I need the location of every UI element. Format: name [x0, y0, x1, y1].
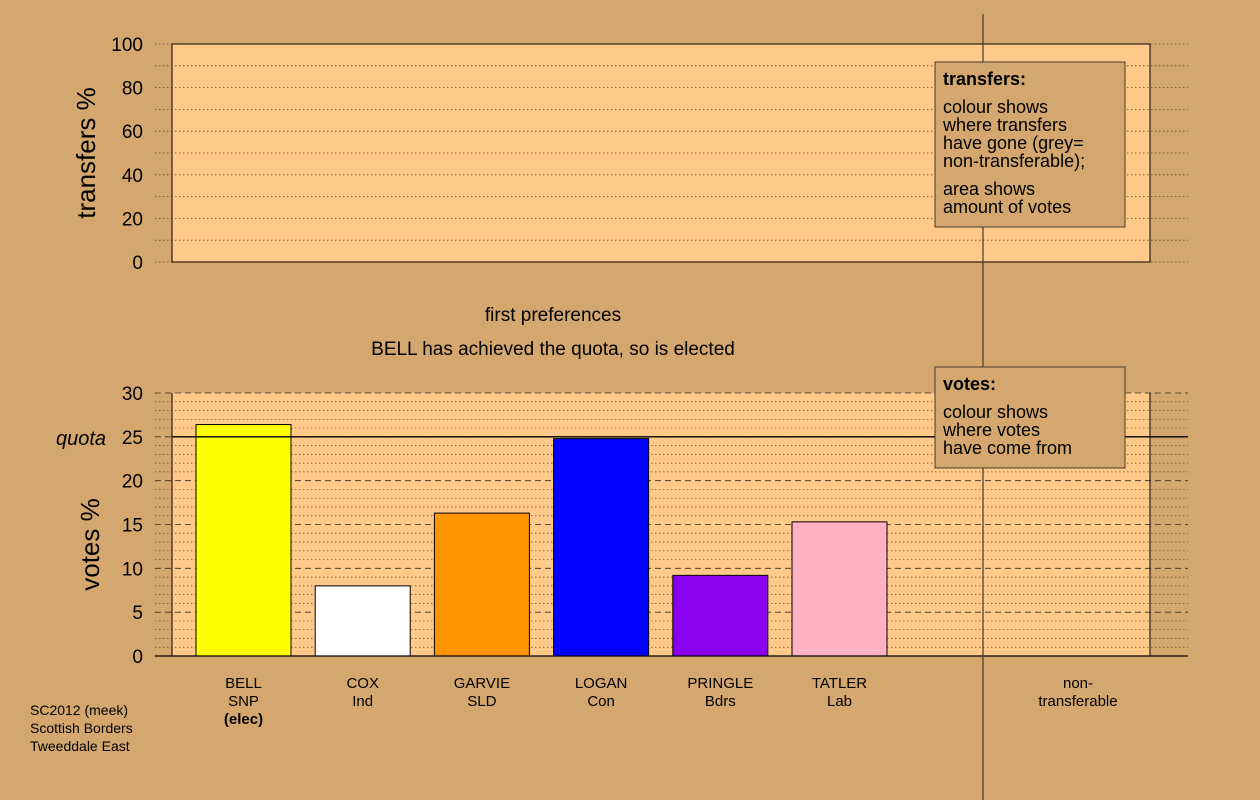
transfers-legend-line: where transfers	[942, 115, 1067, 135]
chart-subtitle: BELL has achieved the quota, so is elect…	[371, 339, 735, 360]
votes-legend-line: where votes	[942, 420, 1040, 440]
footer-caption: SC2012 (meek) Scottish Borders Tweeddale…	[30, 702, 133, 754]
transfers-legend-line: amount of votes	[943, 197, 1071, 217]
candidate-name-label: PRINGLE	[687, 675, 753, 692]
candidate-name-label: TATLER	[812, 675, 867, 692]
transfers-y-tick-label: 40	[122, 166, 143, 187]
votes-y-tick-label: 30	[122, 384, 143, 405]
bar-garvie	[433, 512, 530, 657]
quota-label: quota	[56, 428, 106, 450]
votes-y-tick-label: 5	[132, 603, 143, 624]
bar-pringle	[672, 574, 769, 657]
votes-y-tick-label: 10	[122, 559, 143, 580]
transfers-legend-line: colour shows	[943, 97, 1048, 117]
candidate-party-label: SNP	[228, 693, 259, 710]
candidate-party-label: Ind	[352, 693, 373, 710]
candidate-name-label: COX	[346, 675, 379, 692]
votes-y-tick-label: 0	[132, 647, 143, 668]
transfers-legend-box-frame	[934, 61, 1126, 228]
transfers-y-tick-label: 0	[132, 253, 143, 274]
bar-cox	[314, 585, 411, 657]
candidate-name-label: LOGAN	[575, 675, 628, 692]
votes-legend-line: colour shows	[943, 402, 1048, 422]
transfers-legend-line: non-transferable);	[943, 151, 1085, 171]
footer-line-ward: Tweeddale East	[30, 738, 130, 754]
transfers-y-tick-label: 20	[122, 209, 143, 230]
bar-bell	[195, 424, 292, 657]
votes-legend-box-title: votes:	[943, 374, 996, 394]
votes-legend-box-frame	[934, 366, 1126, 469]
nontransferable-label-line1: non-	[1063, 675, 1093, 692]
transfers-legend-line: area shows	[943, 179, 1035, 199]
bar-logan	[553, 438, 650, 657]
candidate-party-label: Con	[587, 693, 615, 710]
transfers-legend-line: have gone (grey=	[943, 133, 1084, 153]
nontransferable-label-line2: transferable	[1038, 693, 1117, 710]
candidate-party-label: SLD	[467, 693, 496, 710]
transfers-plot-frame	[171, 43, 1151, 263]
votes-y-tick-label: 25	[122, 428, 143, 449]
votes-y-axis-label: votes %	[75, 498, 105, 591]
candidate-status-label: (elec)	[224, 711, 263, 728]
transfers-y-tick-label: 60	[122, 122, 143, 143]
candidate-party-label: Bdrs	[705, 693, 736, 710]
transfers-y-tick-label: 100	[111, 35, 143, 56]
votes-y-tick-label: 15	[122, 516, 143, 537]
transfers-y-axis-label: transfers %	[71, 87, 101, 219]
panel-titles: first preferences BELL has achieved the …	[371, 305, 735, 360]
candidate-name-label: GARVIE	[454, 675, 510, 692]
votes-y-tick-label: 20	[122, 472, 143, 493]
bar-tatler	[791, 521, 888, 657]
transfers-legend-box-title: transfers:	[943, 69, 1026, 89]
footer-line-council: Scottish Borders	[30, 720, 133, 736]
votes-legend-line: have come from	[943, 438, 1072, 458]
footer-line-system: SC2012 (meek)	[30, 702, 128, 718]
transfers-y-tick-label: 80	[122, 79, 143, 100]
candidate-name-label: BELL	[225, 675, 262, 692]
chart-title: first preferences	[485, 305, 621, 326]
candidate-party-label: Lab	[827, 693, 852, 710]
